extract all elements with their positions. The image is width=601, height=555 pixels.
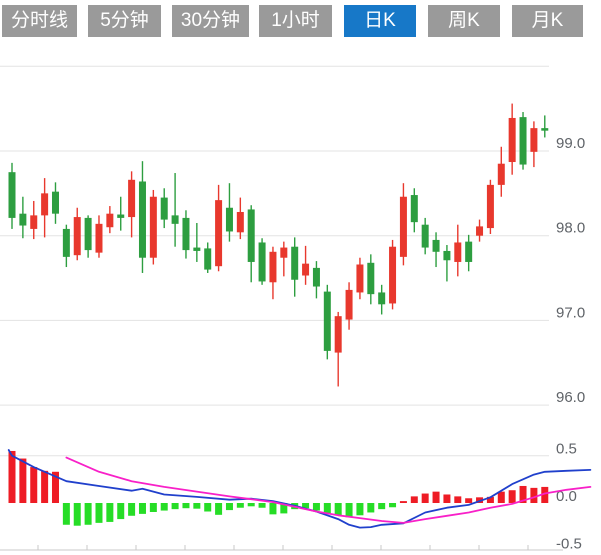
tab-1hour[interactable]: 1小时 [259,5,332,37]
svg-text:98.0: 98.0 [556,220,585,237]
svg-text:0.5: 0.5 [556,441,577,458]
svg-text:96.0: 96.0 [556,389,585,406]
price-grid [0,65,549,406]
tab-daily-k[interactable]: 日K [344,5,416,37]
price-axis-labels: 99.0 98.0 97.0 96.0 [556,135,585,406]
dif-line [7,449,592,529]
dea-line [65,456,592,524]
svg-text:-0.5: -0.5 [556,535,582,552]
svg-text:99.0: 99.0 [556,135,585,152]
svg-text:97.0: 97.0 [556,304,585,321]
macd-axis-labels: 0.5 0.0 -0.5 [556,441,582,553]
tab-5min[interactable]: 5分钟 [88,5,161,37]
interval-tab-bar: 分时线 5分钟 30分钟 1小时 日K 周K 月K [0,0,601,42]
candle-series [8,103,549,387]
time-axis [0,545,563,551]
svg-text:0.0: 0.0 [556,488,577,505]
tab-weekly-k[interactable]: 周K [428,5,500,37]
tab-monthly-k[interactable]: 月K [512,5,583,37]
tab-timeline[interactable]: 分时线 [2,5,77,37]
tab-30min[interactable]: 30分钟 [172,5,249,37]
macd-histogram [8,450,549,526]
